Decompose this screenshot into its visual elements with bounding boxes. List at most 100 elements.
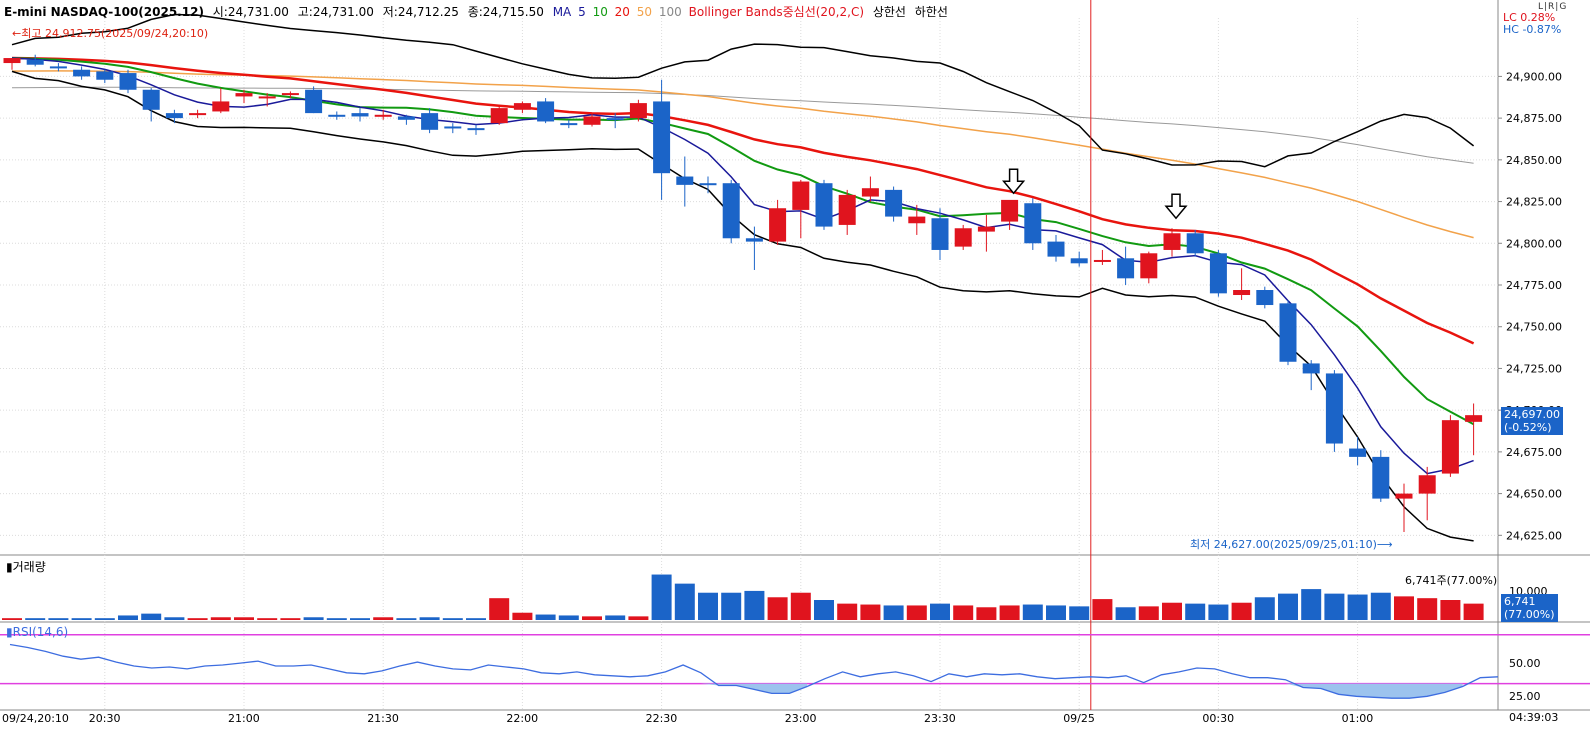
candle-body: [1070, 258, 1088, 264]
chart-header: E-mini NASDAQ-100(2025.12) 시:24,731.00 고…: [4, 3, 953, 20]
volume-bar: [141, 613, 162, 620]
volume-bar: [396, 618, 417, 620]
toolbar-icons[interactable]: L|R|G: [1538, 2, 1568, 12]
ma20-line: [11, 56, 1475, 345]
volume-bar: [94, 618, 115, 620]
candle-body: [885, 189, 903, 217]
volume-bar: [118, 615, 138, 620]
high-price: 고:24,731.00: [297, 5, 374, 19]
current-time: 04:39:03: [1509, 711, 1559, 724]
volume-bar: [373, 617, 394, 620]
ma-50: 50: [636, 5, 653, 19]
volume-bar: [1208, 604, 1229, 620]
volume-bar: [790, 592, 811, 620]
candle-body: [699, 183, 717, 186]
volume-bar: [744, 590, 765, 620]
candle-body: [1001, 199, 1019, 222]
candle-body: [838, 194, 856, 225]
bollinger-lower-line: [11, 70, 1474, 542]
candle-body: [281, 93, 299, 96]
ma-20: 20: [614, 5, 630, 19]
volume-bar: [605, 615, 626, 620]
volume-box: 6,741 (77.00%): [1501, 594, 1558, 622]
candle-body: [119, 73, 137, 90]
candle-body: [1325, 373, 1343, 444]
volume-bar: [953, 605, 974, 620]
volume-bar: [210, 617, 231, 620]
candle-body: [444, 126, 462, 129]
volume-bar: [48, 618, 69, 620]
volume-bar: [442, 618, 463, 620]
candle-body: [1349, 448, 1367, 457]
candle-body: [722, 183, 740, 239]
volume-bar: [350, 618, 370, 620]
ma-5: 5: [578, 5, 586, 19]
volume-bar: [1185, 603, 1206, 620]
volume-bar: [326, 618, 347, 620]
candle-body: [1465, 415, 1483, 422]
volume-bar: [1417, 598, 1438, 620]
candle-body: [676, 176, 694, 185]
time-tick-label: 09/24,20:10: [2, 712, 69, 725]
candle-body: [653, 101, 671, 174]
ma100-line: [11, 86, 1474, 164]
volume-bar: [1347, 594, 1368, 620]
candle-body: [1209, 253, 1227, 294]
candle-body: [977, 226, 995, 232]
candle-body: [96, 71, 114, 80]
volume-bar: [187, 618, 208, 620]
volume-bar: [558, 615, 579, 620]
candle-body: [305, 89, 323, 114]
volume-bar: [582, 616, 602, 620]
price-tick-label: 24,750.00: [1506, 321, 1562, 334]
volume-bar: [814, 600, 834, 620]
volume-bar: [1463, 603, 1484, 620]
candle-body: [467, 128, 485, 131]
volume-bar: [1162, 602, 1182, 620]
volume-bar: [466, 618, 486, 620]
bollinger-label: Bollinger Bands중심선(20,2,C): [688, 5, 865, 19]
low-price: 저:24,712.25: [382, 5, 459, 19]
volume-bar: [721, 592, 742, 620]
volume-bar: [837, 603, 858, 620]
volume-bar: [1254, 597, 1275, 620]
volume-bar: [535, 614, 556, 620]
hc-stat: HC -0.87%: [1503, 23, 1562, 36]
candle-body: [792, 181, 810, 210]
volume-panel-title: ▮거래량: [6, 560, 46, 574]
candle-body: [328, 114, 346, 117]
bollinger-upper-line: [11, 13, 1475, 168]
candle-body: [815, 183, 833, 227]
ma5-line: [11, 57, 1474, 475]
candle-body: [513, 103, 531, 110]
candle-body: [1441, 420, 1459, 474]
rsi-line: [9, 643, 1499, 699]
volume-bar: [1231, 602, 1252, 620]
rsi-oversold-fill: [700, 683, 1463, 699]
volume-bar: [419, 617, 440, 620]
signal-arrow-icon: [1001, 168, 1026, 195]
candle-body: [3, 58, 21, 64]
time-tick-label: 23:30: [924, 712, 956, 725]
volume-bar: [999, 605, 1020, 620]
volume-bar: [674, 583, 695, 620]
volume-bar: [1046, 605, 1066, 620]
volume-bar: [164, 617, 185, 620]
candle-body: [606, 118, 624, 121]
price-tick-label: 24,875.00: [1506, 112, 1562, 125]
candle-body: [1279, 303, 1297, 362]
volume-bar: [628, 616, 649, 620]
candle-body: [1418, 475, 1436, 494]
price-tick-label: 24,775.00: [1506, 279, 1562, 292]
candle-body: [49, 66, 67, 69]
price-tick-label: 24,825.00: [1506, 196, 1562, 209]
signal-arrow-icon: [1164, 193, 1188, 220]
volume-bar: [489, 598, 510, 620]
volume-bar: [976, 607, 997, 620]
candle-body: [1047, 241, 1065, 257]
volume-box-change: (77.00%): [1504, 608, 1555, 621]
candle-body: [745, 238, 763, 242]
candle-body: [258, 96, 276, 99]
volume-bar: [906, 605, 927, 620]
